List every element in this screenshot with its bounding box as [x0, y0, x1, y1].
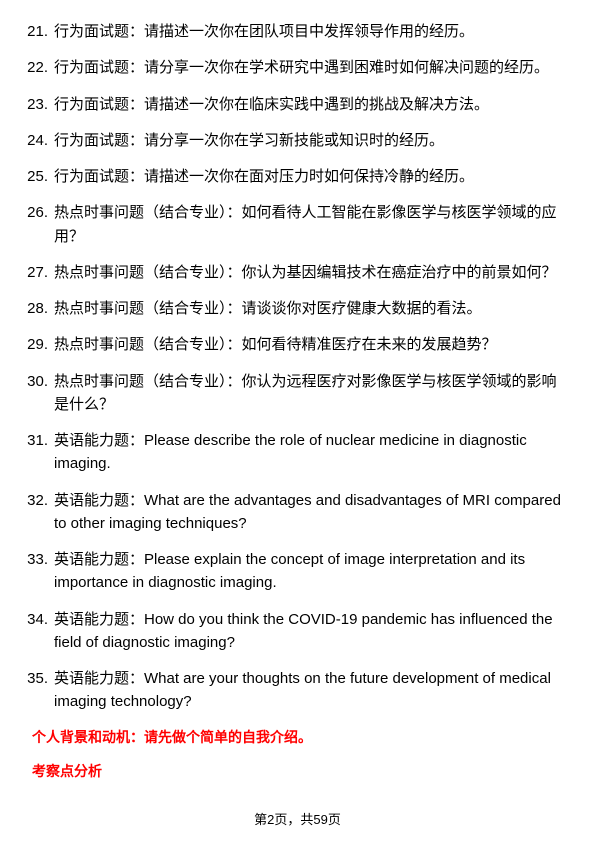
question-number: 33. — [24, 548, 54, 595]
question-number: 34. — [24, 608, 54, 655]
question-item: 35.英语能力题：What are your thoughts on the f… — [24, 667, 563, 714]
page-footer: 第2页，共59页 — [0, 809, 595, 828]
question-list: 21.行为面试题：请描述一次你在团队项目中发挥领导作用的经历。22.行为面试题：… — [24, 20, 563, 714]
question-text: 英语能力题：Please describe the role of nuclea… — [54, 429, 563, 476]
question-text: 英语能力题：Please explain the concept of imag… — [54, 548, 563, 595]
red-section: 个人背景和动机：请先做个简单的自我介绍。 考察点分析 — [32, 727, 563, 781]
question-text: 英语能力题：What are the advantages and disadv… — [54, 489, 563, 536]
question-number: 30. — [24, 370, 54, 417]
question-text: 行为面试题：请描述一次你在临床实践中遇到的挑战及解决方法。 — [54, 93, 563, 116]
question-text: 热点时事问题（结合专业）：你认为远程医疗对影像医学与核医学领域的影响是什么？ — [54, 370, 563, 417]
question-text: 行为面试题：请描述一次你在团队项目中发挥领导作用的经历。 — [54, 20, 563, 43]
question-text: 行为面试题：请分享一次你在学术研究中遇到困难时如何解决问题的经历。 — [54, 56, 563, 79]
question-text: 热点时事问题（结合专业）：如何看待人工智能在影像医学与核医学领域的应用？ — [54, 201, 563, 248]
question-text: 热点时事问题（结合专业）：请谈谈你对医疗健康大数据的看法。 — [54, 297, 563, 320]
question-number: 32. — [24, 489, 54, 536]
question-number: 23. — [24, 93, 54, 116]
question-text: 英语能力题：What are your thoughts on the futu… — [54, 667, 563, 714]
question-item: 28.热点时事问题（结合专业）：请谈谈你对医疗健康大数据的看法。 — [24, 297, 563, 320]
question-item: 21.行为面试题：请描述一次你在团队项目中发挥领导作用的经历。 — [24, 20, 563, 43]
question-text: 英语能力题：How do you think the COVID-19 pand… — [54, 608, 563, 655]
question-item: 33.英语能力题：Please explain the concept of i… — [24, 548, 563, 595]
question-item: 25.行为面试题：请描述一次你在面对压力时如何保持冷静的经历。 — [24, 165, 563, 188]
question-item: 22.行为面试题：请分享一次你在学术研究中遇到困难时如何解决问题的经历。 — [24, 56, 563, 79]
question-text: 热点时事问题（结合专业）：如何看待精准医疗在未来的发展趋势？ — [54, 333, 563, 356]
question-number: 22. — [24, 56, 54, 79]
question-item: 31.英语能力题：Please describe the role of nuc… — [24, 429, 563, 476]
question-item: 26.热点时事问题（结合专业）：如何看待人工智能在影像医学与核医学领域的应用？ — [24, 201, 563, 248]
question-item: 29.热点时事问题（结合专业）：如何看待精准医疗在未来的发展趋势？ — [24, 333, 563, 356]
question-text: 热点时事问题（结合专业）：你认为基因编辑技术在癌症治疗中的前景如何？ — [54, 261, 563, 284]
question-text: 行为面试题：请描述一次你在面对压力时如何保持冷静的经历。 — [54, 165, 563, 188]
question-number: 24. — [24, 129, 54, 152]
question-number: 21. — [24, 20, 54, 43]
question-number: 25. — [24, 165, 54, 188]
question-text: 行为面试题：请分享一次你在学习新技能或知识时的经历。 — [54, 129, 563, 152]
question-number: 28. — [24, 297, 54, 320]
question-number: 31. — [24, 429, 54, 476]
question-number: 27. — [24, 261, 54, 284]
question-item: 30.热点时事问题（结合专业）：你认为远程医疗对影像医学与核医学领域的影响是什么… — [24, 370, 563, 417]
question-item: 34.英语能力题：How do you think the COVID-19 p… — [24, 608, 563, 655]
question-number: 29. — [24, 333, 54, 356]
question-number: 26. — [24, 201, 54, 248]
question-number: 35. — [24, 667, 54, 714]
question-item: 24.行为面试题：请分享一次你在学习新技能或知识时的经历。 — [24, 129, 563, 152]
question-item: 32.英语能力题：What are the advantages and dis… — [24, 489, 563, 536]
question-item: 27.热点时事问题（结合专业）：你认为基因编辑技术在癌症治疗中的前景如何？ — [24, 261, 563, 284]
red-line-1: 个人背景和动机：请先做个简单的自我介绍。 — [32, 727, 563, 747]
question-item: 23.行为面试题：请描述一次你在临床实践中遇到的挑战及解决方法。 — [24, 93, 563, 116]
red-line-2: 考察点分析 — [32, 761, 563, 781]
